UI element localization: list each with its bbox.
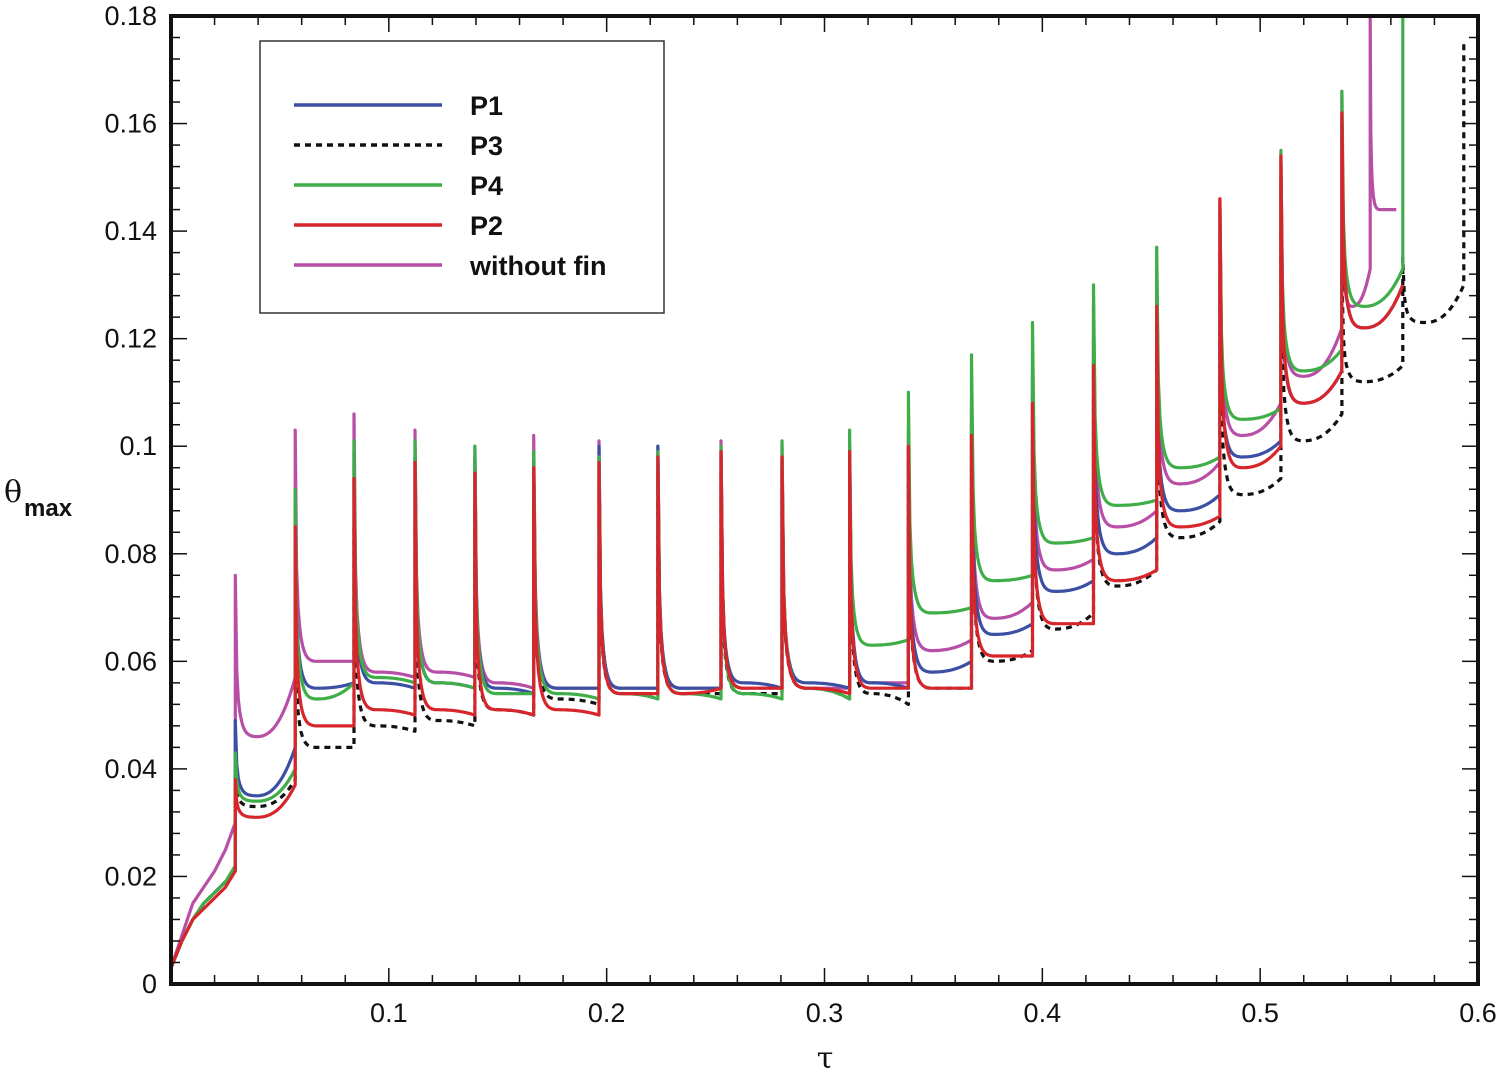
x-tick-label-2: 0.3: [806, 998, 844, 1028]
y-tick-label-8: 0.16: [104, 109, 157, 139]
legend: P1 P3 P4 P2 without fin: [259, 40, 665, 314]
x-tick-label-4: 0.5: [1241, 998, 1279, 1028]
y-tick-label-7: 0.14: [104, 216, 157, 246]
plot-frame: [169, 14, 1480, 986]
y-tick-label-4: 0.08: [104, 539, 157, 569]
y-tick-label-2: 0.04: [104, 754, 157, 784]
y-tick-label-9: 0.18: [104, 1, 157, 31]
x-tick-labels: 0.1 0.2 0.3 0.4 0.5 0.6: [370, 998, 1497, 1028]
series-layer: [169, 14, 1466, 969]
x-tick-label-5: 0.6: [1459, 998, 1497, 1028]
legend-items: P1 P3 P4 P2 without fin: [294, 91, 606, 281]
x-tick-label-0: 0.1: [370, 998, 408, 1028]
y-tick-labels: 0 0.02 0.04 0.06 0.08 0.1 0.12 0.14 0.16 0.18: [104, 1, 157, 999]
legend-label-p4: P4: [470, 171, 503, 201]
x-tick-label-3: 0.4: [1024, 998, 1062, 1028]
y-tick-label-6: 0.12: [104, 324, 157, 354]
y-tick-label-3: 0.06: [104, 646, 157, 676]
legend-label-p3: P3: [470, 131, 503, 161]
y-tick-label-5: 0.1: [119, 431, 157, 461]
series-line-p2: [169, 111, 1405, 969]
y-tick-label-1: 0.02: [104, 861, 157, 891]
y-tick-label-0: 0: [142, 969, 157, 999]
x-tick-label-1: 0.2: [588, 998, 626, 1028]
legend-label-p1: P1: [470, 91, 503, 121]
legend-box: [259, 40, 665, 314]
y-axis-title-subscript: max: [24, 495, 73, 522]
legend-label-without-fin: without fin: [469, 251, 606, 281]
legend-label-p2: P2: [470, 211, 503, 241]
x-axis-title: τ: [817, 1041, 834, 1076]
y-axis-title: θ: [4, 475, 22, 510]
